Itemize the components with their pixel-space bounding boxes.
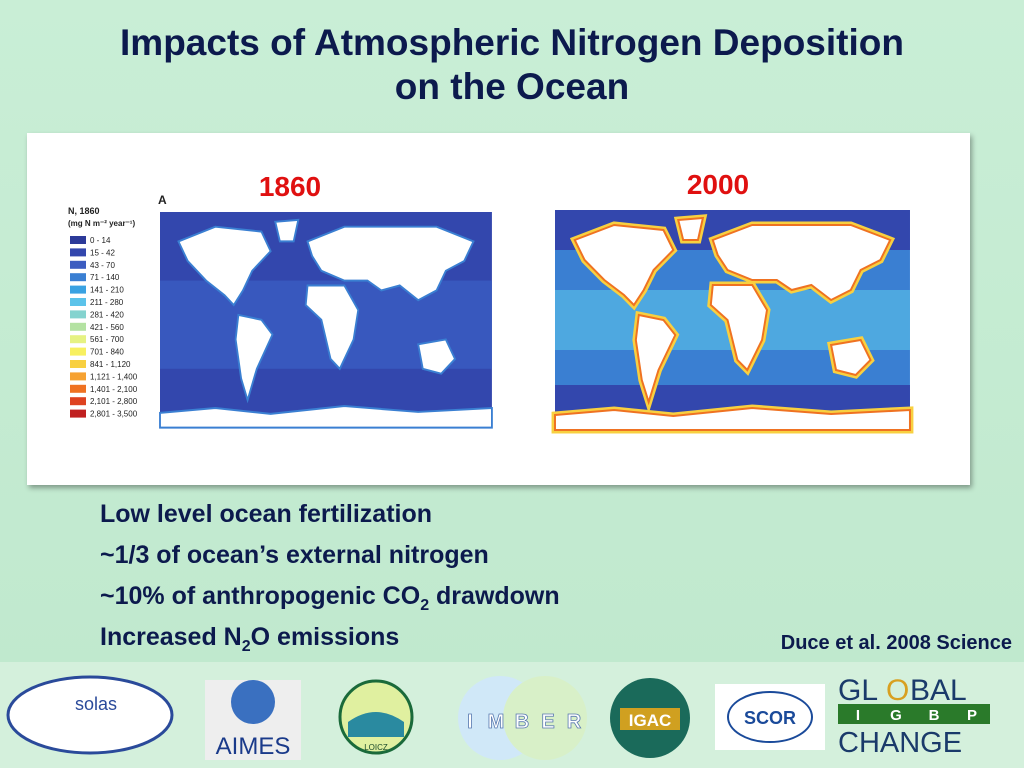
legend-label: 15 - 42 [90,248,115,257]
subscript: 2 [241,638,251,655]
logo-text: O [886,674,909,707]
legend-label: 2,101 - 2,800 [90,397,138,406]
legend-title: N, 1860 [68,206,100,216]
title-line: Impacts of Atmospheric Nitrogen Depositi… [120,22,904,63]
logo-bar [838,704,990,724]
logo-text: CHANGE [838,727,962,759]
legend-label: 0 - 14 [90,236,111,245]
legend-label: 701 - 840 [90,348,124,357]
legend-swatch [70,347,86,356]
logo-text: B [515,711,529,733]
legend-swatch [70,360,86,368]
figure: 1860 2000 A N, 1860 (mg N m⁻² year⁻¹) 0 … [68,169,1024,500]
bullet: Increased N2O emissions [100,623,399,656]
legend-swatch [70,310,86,319]
legend-swatch [70,397,86,406]
legend-swatch [70,273,86,282]
legend-label: 421 - 560 [90,323,124,332]
solas-logo [6,675,174,755]
logo-text: SCOR [744,708,796,728]
legend-swatch [70,298,86,306]
bullet-text: ~1/3 of ocean’s external nitrogen [100,541,489,569]
logo-text: B [929,707,940,724]
legend-label: 281 - 420 [90,310,124,319]
legend-swatch [70,285,86,294]
logo-text: BAL [910,674,967,707]
legend-label: 1,121 - 1,400 [90,372,138,381]
bullet: Low level ocean fertilization [100,500,432,529]
scor-logo [715,684,825,750]
legend-label: 561 - 700 [90,335,124,344]
legend-swatch [70,335,86,344]
logo-text: R [567,711,582,733]
legend-swatch [70,248,86,257]
logo-text: I [856,707,860,724]
logo-text: GL [838,674,878,707]
map-1860 [159,212,493,429]
logo-text: G [890,707,902,724]
logo-text: P [967,707,977,724]
legend-label: 141 - 210 [90,286,124,295]
map-label: 2000 [687,169,749,200]
title-line: on the Ocean [394,66,630,107]
legend-swatch [70,260,86,269]
legend-swatch [70,372,86,381]
subscript: 2 [420,597,430,614]
legend-units: (mg N m⁻² year⁻¹) [68,219,135,228]
legend-swatch [70,236,86,244]
panel-letter: A [158,193,167,207]
logo-text: E [541,711,554,733]
legend-swatch [70,384,86,393]
bullet-text: drawdown [429,582,560,610]
legend-swatch [70,409,86,418]
logo-text: M [488,711,505,733]
legend-label: 71 - 140 [90,273,120,282]
bullet-text: Increased N [100,623,242,651]
legend-swatch [70,322,86,331]
logo-text: solas [75,694,117,714]
citation: Duce et al. 2008 Science [780,632,1012,654]
bullet: ~10% of anthropogenic CO2 drawdown [100,582,560,615]
legend-label: 211 - 280 [90,298,124,307]
logo-text: AIMES [216,733,291,760]
logo-text: IGAC [629,711,672,730]
map-label: 1860 [259,171,321,202]
bullet-text: Low level ocean fertilization [100,500,433,528]
logo-text: LOICZ [364,743,388,752]
bullet: ~1/3 of ocean’s external nitrogen [100,541,489,570]
legend-label: 43 - 70 [90,261,115,270]
legend-label: 2,801 - 3,500 [90,410,138,419]
legend-label: 841 - 1,120 [90,360,131,369]
bullet-text: ~10% of anthropogenic CO [100,582,421,610]
map-2000 [555,210,910,432]
legend-label: 1,401 - 2,100 [90,385,138,394]
logo-text: I [467,711,473,733]
bullet-text: O emissions [250,623,400,651]
